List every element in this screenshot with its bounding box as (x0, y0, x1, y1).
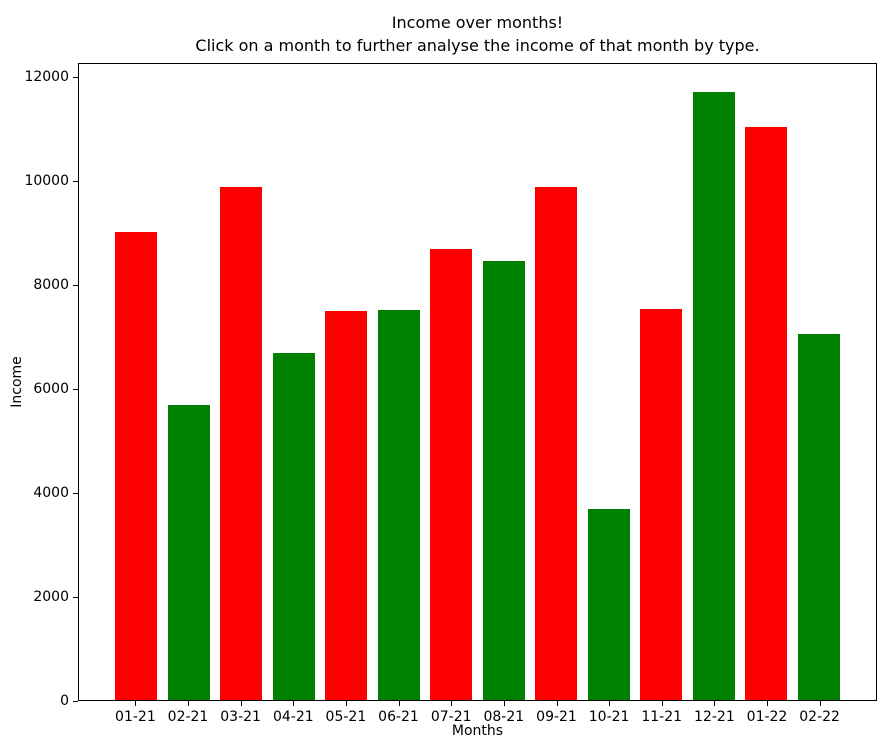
x-tick-label-08-21: 08-21 (483, 709, 525, 725)
x-tick-mark (609, 701, 611, 706)
x-tick-label-03-21: 03-21 (220, 709, 261, 725)
bar-01-21[interactable] (115, 231, 158, 700)
x-tick-mark (819, 701, 821, 706)
bar-09-21[interactable] (535, 186, 578, 700)
x-tick-mark (293, 701, 295, 706)
bar-06-21[interactable] (377, 309, 420, 700)
y-tick-mark (73, 77, 78, 78)
y-tick-mark (73, 181, 78, 182)
y-tick-mark (73, 597, 78, 598)
bar-04-21[interactable] (272, 352, 315, 700)
chart-title: Income over months! Click on a month to … (195, 13, 760, 55)
x-tick-label-05-21: 05-21 (325, 709, 367, 725)
x-axis-label: Months (451, 723, 504, 739)
x-tick-label-04-21: 04-21 (272, 709, 314, 725)
y-tick-mark (73, 493, 78, 494)
bar-10-21[interactable] (587, 509, 630, 700)
y-tick-label-8000: 8000 (33, 277, 69, 293)
x-tick-label-02-21: 02-21 (167, 709, 209, 725)
bar-08-21[interactable] (482, 260, 525, 700)
x-tick-mark (767, 701, 768, 706)
x-tick-label-07-21: 07-21 (430, 709, 472, 725)
x-tick-mark (451, 701, 453, 706)
bar-12-21[interactable] (692, 92, 735, 700)
y-tick-mark (73, 285, 78, 286)
x-tick-mark (398, 701, 400, 706)
y-tick-mark (73, 389, 78, 390)
x-tick-mark (345, 701, 347, 706)
y-tick-label-0: 0 (60, 693, 69, 709)
x-tick-label-06-21: 06-21 (378, 709, 419, 725)
x-tick-label-10-21: 10-21 (588, 709, 630, 725)
x-tick-label-01-21: 01-21 (115, 709, 156, 725)
y-tick-label-6000: 6000 (33, 381, 69, 397)
x-tick-mark (240, 701, 242, 706)
x-tick-mark (661, 701, 663, 706)
y-tick-label-4000: 4000 (33, 485, 69, 501)
y-tick-label-12000: 12000 (24, 69, 69, 85)
y-tick-label-2000: 2000 (33, 589, 69, 605)
bar-02-21[interactable] (167, 404, 210, 700)
x-tick-label-11-21: 11-21 (641, 709, 683, 725)
x-tick-mark (188, 701, 189, 706)
y-tick-label-10000: 10000 (24, 173, 69, 189)
bar-02-22[interactable] (797, 334, 840, 700)
x-tick-label-01-22: 01-22 (746, 709, 788, 725)
x-tick-label-12-21: 12-21 (694, 709, 735, 725)
x-tick-mark (714, 701, 716, 706)
x-tick-label-02-22: 02-22 (799, 709, 840, 725)
x-tick-label-09-21: 09-21 (536, 709, 577, 725)
bar-05-21[interactable] (325, 311, 368, 700)
plot-area (78, 63, 877, 701)
x-tick-mark (556, 701, 558, 706)
bar-01-22[interactable] (745, 127, 788, 700)
x-tick-mark (135, 701, 137, 706)
x-tick-mark (503, 701, 505, 706)
bar-03-21[interactable] (220, 186, 263, 700)
bar-07-21[interactable] (430, 248, 473, 700)
y-tick-mark (73, 701, 78, 702)
bar-11-21[interactable] (640, 308, 683, 700)
